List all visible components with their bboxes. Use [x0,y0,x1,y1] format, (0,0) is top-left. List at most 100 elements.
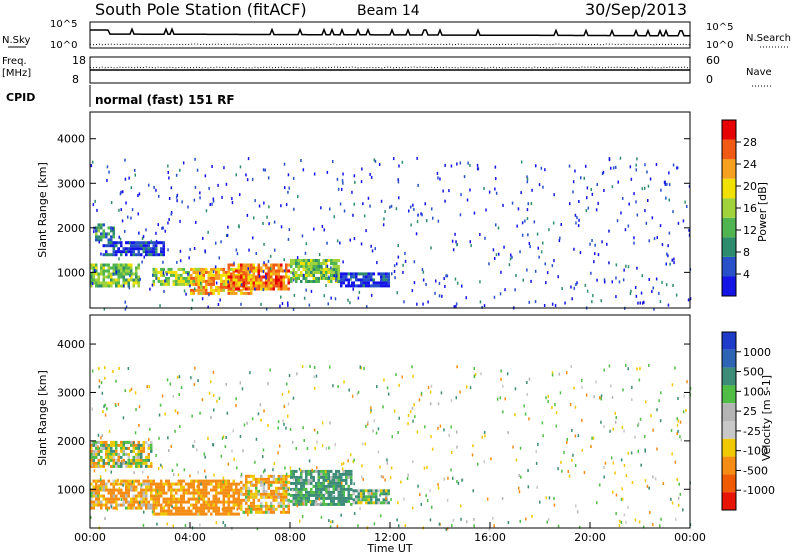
heatmap-cell [145,485,148,489]
heatmap-cell [652,523,654,527]
heatmap-cell [90,515,92,519]
heatmap-cell [448,433,450,437]
heatmap-cell [280,501,283,505]
heatmap-cell [197,479,200,483]
heatmap-cell [107,238,110,242]
heatmap-cell [257,412,260,416]
heatmap-cell [300,502,303,506]
heatmap-cell [127,281,130,285]
heatmap-cell [179,259,182,263]
heatmap-cell [199,523,201,527]
heatmap-cell [397,244,399,247]
heatmap-cell [242,272,245,276]
heatmap-cell [357,272,360,276]
heatmap-cell [416,156,418,160]
heatmap-cell [380,492,383,496]
heatmap-cell [178,375,181,379]
heatmap-cell [145,241,148,245]
heatmap-cell [200,497,203,501]
heatmap-cell [115,440,118,444]
xtick-label: 08:00 [274,531,306,544]
heatmap-cell [147,458,150,462]
heatmap-cell [277,263,280,267]
heatmap-cell [172,282,175,286]
heatmap-cell [132,485,135,489]
heatmap-cell [427,385,430,389]
heatmap-cell [140,491,143,495]
heatmap-cell [686,380,688,384]
heatmap-cell [202,503,205,507]
heatmap-cell [335,475,338,479]
heatmap-cell [91,463,94,467]
heatmap-cell [251,177,254,181]
heatmap-cell [160,250,163,254]
heatmap-cell [152,500,155,504]
heatmap-cell [393,270,396,273]
heatmap-cell [150,443,153,447]
heatmap-cell [92,272,95,276]
heatmap-cell [320,268,323,271]
heatmap-cell [280,498,283,502]
heatmap-cell [152,273,154,277]
heatmap-cell [277,278,280,282]
heatmap-cell [262,222,264,225]
heatmap-cell [305,268,308,271]
heatmap-cell [285,498,288,502]
colorbar-swatch [722,385,736,404]
heatmap-cell [245,498,248,502]
heatmap-cell [643,300,645,304]
heatmap-cell [106,508,109,512]
heatmap-cell [180,485,183,489]
heatmap-cell [377,281,380,285]
heatmap-cell [110,452,113,456]
heatmap-cell [257,263,260,267]
heatmap-cell [127,458,130,462]
heatmap-cell [397,178,399,182]
heatmap-cell [382,492,385,496]
heatmap-cell [312,265,315,268]
heatmap-cell [380,281,383,285]
heatmap-cell [515,458,518,462]
heatmap-cell [195,491,198,495]
heatmap-cell [120,455,123,459]
heatmap-cell [129,389,131,393]
heatmap-cell [122,247,125,251]
heatmap-cell [227,500,230,504]
heatmap-cell [170,488,173,492]
heatmap-cell [332,499,335,503]
heatmap-cell [481,305,483,309]
heatmap-cell [120,503,123,507]
heatmap-cell [391,435,393,439]
heatmap-cell [325,490,328,494]
heatmap-cell [265,501,268,505]
heatmap-cell [282,501,285,505]
heatmap-cell [242,291,245,295]
heatmap-cell [603,425,605,429]
heatmap-cell [327,484,330,488]
heatmap-cell [117,443,120,447]
heatmap-cell [110,281,113,285]
heatmap-cell [217,288,220,292]
heatmap-cell [112,461,115,465]
heatmap-cell [365,424,367,428]
heatmap-cell [442,189,444,193]
heatmap-cell [285,272,288,276]
heatmap-cell [167,279,170,283]
heatmap-cell [424,425,426,429]
heatmap-cell [282,477,285,481]
heatmap-cell [257,269,260,273]
heatmap-cell [262,480,265,484]
heatmap-cell [645,400,647,404]
heatmap-cell [92,479,95,483]
nsky-tick-high: 10^5 [50,19,77,30]
heatmap-cell [342,499,345,503]
heatmap-cell [579,251,582,255]
heatmap-cell [140,488,143,492]
heatmap-cell [95,479,98,483]
heatmap-cell [270,480,273,484]
heatmap-cell [315,499,318,503]
heatmap-cell [125,482,128,486]
heatmap-cell [150,491,153,495]
heatmap-cell [517,207,520,211]
heatmap-cell [107,269,110,273]
